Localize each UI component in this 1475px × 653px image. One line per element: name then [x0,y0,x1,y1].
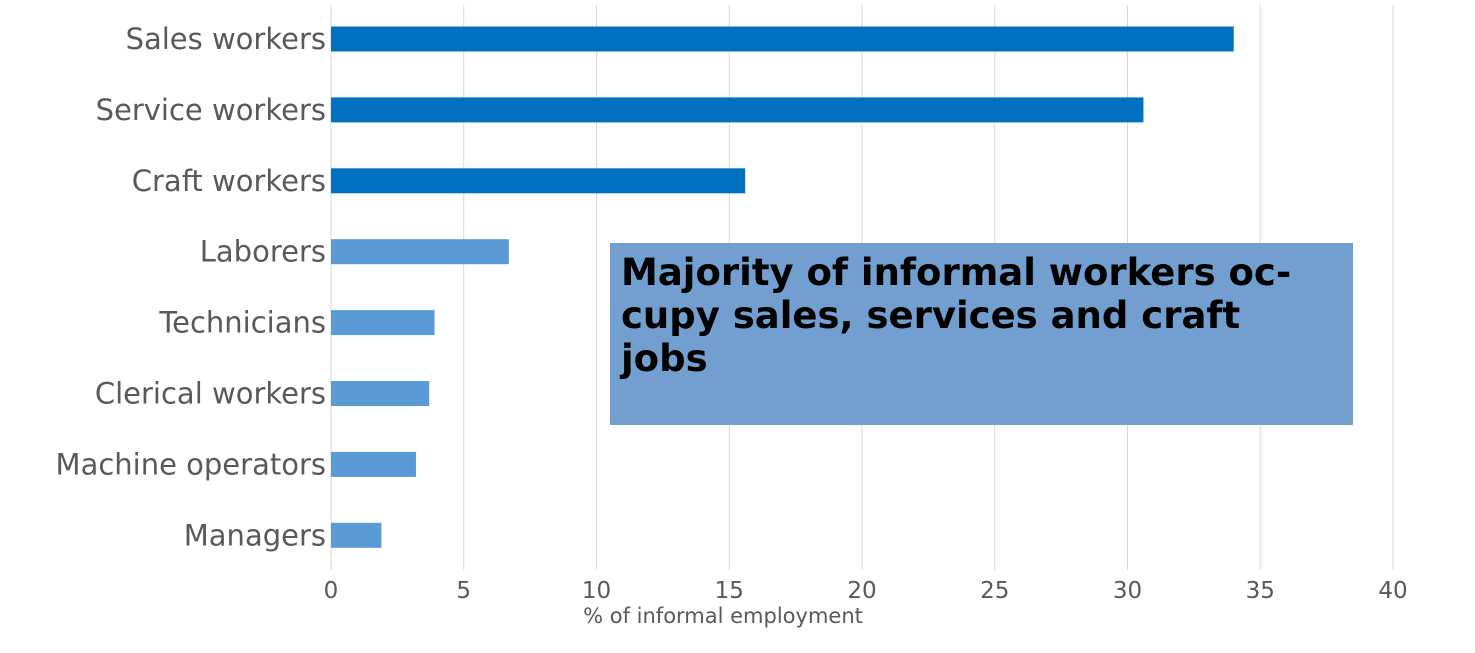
category-label: Clerical workers [95,377,326,411]
x-tick-label: 30 [1113,578,1142,604]
bar-technicians [331,310,435,336]
bar-managers [331,522,382,548]
bar-machine-operators [331,451,416,477]
bar-craft-workers [331,168,746,194]
x-tick-label: 25 [980,578,1009,604]
bar-sales-workers [331,26,1234,52]
category-labels: Sales workers Service workers Craft worker… [56,22,326,552]
annotation-callout: Majority of informal workers oc-cupy sal… [610,243,1353,425]
category-label: Machine operators [56,447,326,481]
x-tick-label: 15 [715,578,744,604]
category-label: Craft workers [132,164,326,198]
x-tick-label: 5 [456,578,471,604]
x-tick-label: 40 [1378,578,1407,604]
x-tick-labels: 0 5 10 15 20 25 30 35 40 [324,578,1408,604]
category-label: Technicians [158,306,326,340]
bars [331,26,1234,548]
bar-service-workers [331,97,1144,123]
x-tick-label: 0 [324,578,339,604]
category-label: Managers [184,518,326,552]
category-label: Sales workers [126,22,326,56]
category-label: Service workers [96,93,326,127]
bar-clerical-workers [331,381,430,406]
x-tick-label: 35 [1246,578,1275,604]
x-axis-title: % of informal employment [583,604,863,628]
x-tick-label: 20 [847,578,876,604]
category-label: Laborers [200,235,326,269]
bar-laborers [331,239,509,265]
x-tick-label: 10 [582,578,611,604]
